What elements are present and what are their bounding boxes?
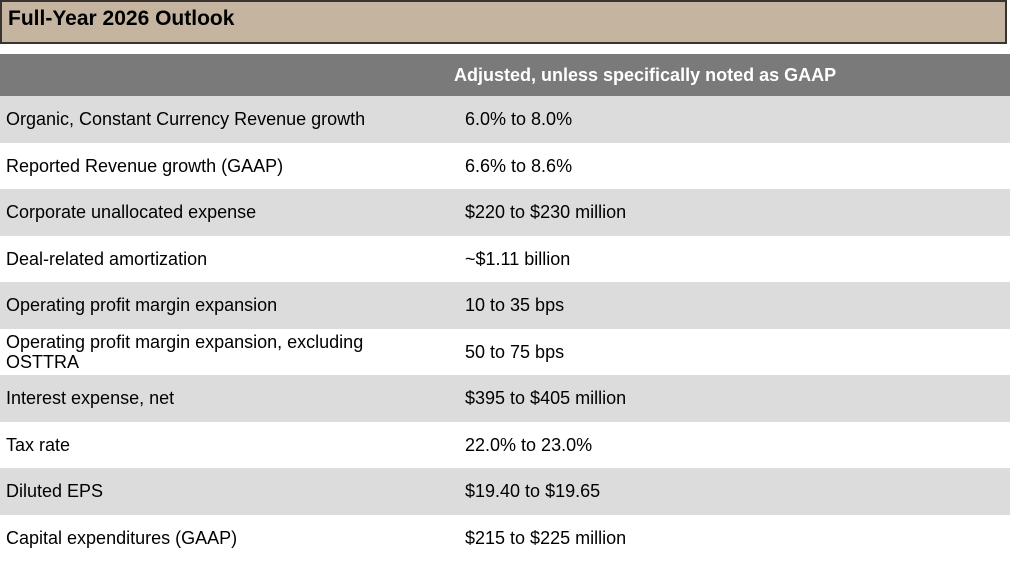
row-value: ~$1.11 billion [465,249,570,269]
table-row: Tax rate 22.0% to 23.0% [0,422,1010,469]
table-row: Reported Revenue growth (GAAP) 6.6% to 8… [0,143,1010,190]
row-value: 6.6% to 8.6% [465,156,572,176]
row-label: Operating profit margin expansion [6,295,426,315]
row-value: 50 to 75 bps [465,342,564,362]
table-row: Deal-related amortization ~$1.11 billion [0,236,1010,283]
table-row: Operating profit margin expansion 10 to … [0,282,1010,329]
table-row: Corporate unallocated expense $220 to $2… [0,189,1010,236]
row-value: 22.0% to 23.0% [465,435,592,455]
row-value: 6.0% to 8.0% [465,109,572,129]
row-value: $220 to $230 million [465,202,626,222]
row-value: 10 to 35 bps [465,295,564,315]
outlook-table: Organic, Constant Currency Revenue growt… [0,96,1010,561]
row-label: Operating profit margin expansion, exclu… [6,332,426,372]
row-value: $215 to $225 million [465,528,626,548]
outlook-title-bar: Full-Year 2026 Outlook [0,0,1007,44]
row-label: Capital expenditures (GAAP) [6,528,426,548]
table-header: Adjusted, unless specifically noted as G… [0,54,1010,96]
page-title: Full-Year 2026 Outlook [8,7,234,31]
row-label: Reported Revenue growth (GAAP) [6,156,426,176]
row-value: $19.40 to $19.65 [465,481,600,501]
row-label: Interest expense, net [6,388,426,408]
table-row: Capital expenditures (GAAP) $215 to $225… [0,515,1010,561]
row-label: Diluted EPS [6,481,426,501]
column-header-adjusted: Adjusted, unless specifically noted as G… [454,65,836,86]
row-label: Organic, Constant Currency Revenue growt… [6,109,426,129]
row-label: Corporate unallocated expense [6,202,426,222]
row-label: Deal-related amortization [6,249,426,269]
table-row: Interest expense, net $395 to $405 milli… [0,375,1010,422]
table-row: Organic, Constant Currency Revenue growt… [0,96,1010,143]
row-label: Tax rate [6,435,426,455]
row-value: $395 to $405 million [465,388,626,408]
table-row: Operating profit margin expansion, exclu… [0,329,1010,376]
table-row: Diluted EPS $19.40 to $19.65 [0,468,1010,515]
